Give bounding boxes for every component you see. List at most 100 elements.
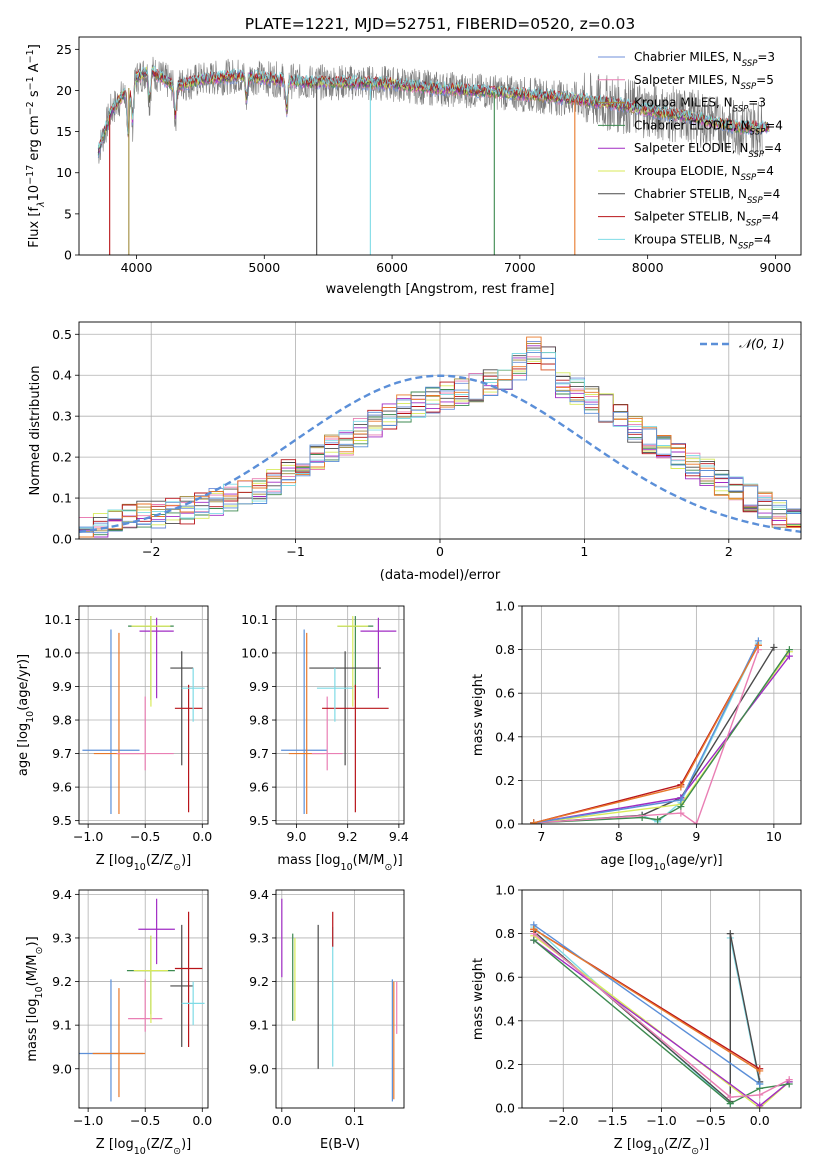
data-point-errorbar: [322, 684, 389, 813]
legend-entry: Chabrier MILES, NSSP=3: [634, 50, 775, 69]
y-axis-label: Normed distribution: [28, 366, 43, 496]
x-tick-label: 2: [725, 544, 733, 559]
series-marker: [785, 652, 793, 660]
x-tick-label: 9000: [760, 260, 792, 275]
mass-weight-vs-metallicity-panel: −2.0 −1.5 −1.0 −0.5 0.0 0.0 0.2 0.4 0.6 0.8 1.0 Z […: [471, 883, 802, 1157]
y-tick-label: 9.5: [249, 813, 269, 828]
legend-entry: Kroupa MILES, NSSP=3: [634, 96, 766, 115]
y-tick-label: 0.4: [495, 1013, 515, 1028]
axes-frame: [78, 889, 209, 1109]
y-tick-label: 9.2: [52, 974, 72, 989]
data-point-errorbar: [116, 696, 174, 771]
data-point-errorbar: [316, 668, 353, 722]
y-tick-label: 9.9: [52, 679, 72, 694]
y-tick-label: 9.0: [249, 1061, 269, 1076]
x-tick-label: −0.5: [130, 829, 160, 844]
y-tick-label: 1.0: [495, 883, 515, 898]
y-tick-label: 0.0: [495, 817, 515, 832]
legend-entry: Salpeter STELIB, NSSP=4: [634, 210, 779, 229]
y-tick-label: 0.4: [495, 729, 515, 744]
plot-area: [79, 606, 208, 824]
y-tick-label: 10.1: [241, 612, 269, 627]
series-line: [533, 924, 761, 1085]
y-tick-label: 9.7: [249, 746, 269, 761]
y-tick-label: 0.8: [495, 642, 515, 657]
x-tick-label: 0.0: [750, 1113, 770, 1128]
y-tick-label: 5: [64, 206, 72, 221]
y-axis-label: mass [log10(M/M⊙)]: [25, 936, 45, 1061]
series-line: [533, 928, 761, 1072]
histogram-step: [79, 352, 801, 539]
x-tick-label: −1.0: [73, 1113, 103, 1128]
y-tick-label: 10.1: [44, 612, 72, 627]
x-tick-label: 4000: [121, 260, 153, 275]
series-marker: [756, 1080, 764, 1088]
plot-content: [530, 921, 793, 1108]
plot-content: [281, 616, 397, 814]
axes-frame: [78, 321, 802, 540]
series-marker: [726, 930, 734, 938]
y-tick-label: 0.5: [52, 327, 72, 342]
figure-title: PLATE=1221, MJD=52751, FIBERID=0520, z=0…: [245, 15, 635, 33]
x-axis-label: age [log10(age/yr)]: [600, 853, 722, 873]
x-tick-label: 9: [692, 829, 700, 844]
series-marker: [785, 1076, 793, 1084]
y-tick-label: 15: [56, 124, 72, 139]
x-tick-label: 6000: [376, 260, 408, 275]
x-tick-label: 9.0: [287, 829, 307, 844]
series-marker: [726, 1093, 734, 1101]
series-marker: [530, 936, 538, 944]
axes-frame: [78, 605, 209, 825]
y-tick-label: 9.2: [249, 974, 269, 989]
mass-vs-ebv-panel: 0.0 0.1 9.0 9.1 9.2 9.3 9.4 E(B-V): [249, 887, 405, 1152]
plot-content: [281, 898, 398, 1102]
y-tick-label: 9.6: [52, 780, 72, 795]
x-axis-label: mass [log10(M/M⊙)]: [277, 853, 402, 873]
x-tick-label: 0.0: [272, 1113, 292, 1128]
x-tick-label: −1.0: [646, 1113, 676, 1128]
x-axis-label: Z [log10(Z/Z⊙)]: [96, 1137, 191, 1157]
plot-area: [276, 890, 404, 1108]
y-tick-label: 0.8: [495, 926, 515, 941]
y-tick-label: 9.1: [249, 1018, 269, 1033]
legend-entry: Chabrier ELODIE, NSSP=4: [634, 118, 783, 137]
y-tick-label: 0.0: [495, 1101, 515, 1116]
axes-frame: [78, 36, 802, 256]
residuals-panel: −2 −1 0 1 2 0.0 0.1 0.2 0.3 0.4 0.5 (data-model)/er…: [28, 321, 802, 583]
data-point-errorbar: [138, 898, 175, 965]
data-point-errorbar: [337, 616, 369, 707]
y-tick-label: 9.8: [52, 713, 72, 728]
legend: Chabrier MILES, NSSP=3 Salpeter MILES, NS…: [598, 50, 783, 251]
series-marker: [785, 646, 793, 654]
data-point-errorbar: [82, 629, 140, 814]
spectrum-panel: 4000 5000 6000 7000 8000 9000 0 5 10 15 20 25 wavele…: [25, 36, 802, 297]
legend-entry: Salpeter ELODIE, NSSP=4: [634, 141, 782, 160]
x-tick-label: −1.0: [73, 829, 103, 844]
plot-area: [276, 606, 404, 824]
model-spectrum-line: [97, 68, 770, 147]
y-tick-label: 0.6: [495, 970, 515, 985]
x-tick-label: 1: [580, 544, 588, 559]
y-tick-label: 1.0: [495, 599, 515, 614]
y-tick-label: 9.4: [249, 887, 269, 902]
y-tick-label: 9.7: [52, 746, 72, 761]
x-tick-label: 8000: [632, 260, 664, 275]
x-tick-label: 8: [615, 829, 623, 844]
series-marker: [756, 1067, 764, 1075]
series-marker: [770, 643, 778, 651]
y-tick-label: 9.8: [249, 713, 269, 728]
y-tick-label: 10.0: [241, 645, 269, 660]
y-axis-label: Flux [fλ10−17 erg cm−2 s−1 A−1]: [25, 44, 47, 248]
y-tick-label: 10: [56, 165, 72, 180]
axes-frame: [275, 889, 405, 1109]
series-marker: [677, 796, 685, 804]
data-point-errorbar: [131, 616, 171, 707]
data-point-errorbar: [174, 911, 203, 1047]
x-axis-label: E(B-V): [320, 1137, 360, 1152]
x-tick-label: 7: [537, 829, 545, 844]
normal-reference-curve: [79, 374, 801, 533]
y-axis-label: mass weight: [471, 958, 486, 1040]
y-tick-label: 0.2: [52, 450, 72, 465]
series-marker: [692, 820, 700, 824]
y-tick-label: 9.6: [249, 780, 269, 795]
